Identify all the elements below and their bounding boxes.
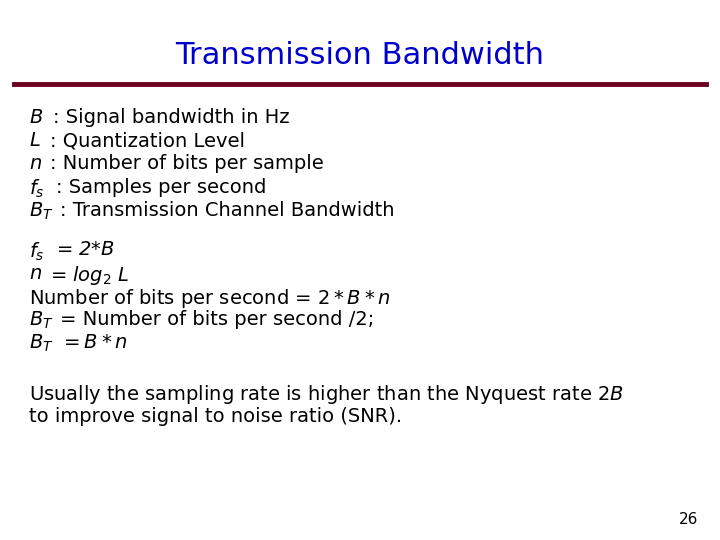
Text: $B_T$: $B_T$: [29, 310, 53, 331]
Text: $L$: $L$: [29, 131, 40, 150]
Text: $n$: $n$: [29, 154, 42, 173]
Text: = Number of bits per second /2;: = Number of bits per second /2;: [60, 310, 374, 329]
Text: Usually the sampling rate is higher than the Nyquest rate 2$B$: Usually the sampling rate is higher than…: [29, 383, 624, 407]
Text: Number of bits per second = $2*B*n$: Number of bits per second = $2*B*n$: [29, 287, 390, 310]
Text: $= B*n$: $= B*n$: [60, 333, 128, 352]
Text: $n$: $n$: [29, 264, 42, 282]
Text: $f_s$: $f_s$: [29, 178, 45, 200]
Text: 26: 26: [679, 511, 698, 526]
Text: : Samples per second: : Samples per second: [56, 178, 266, 197]
Text: $B_T$: $B_T$: [29, 201, 53, 222]
Text: to improve signal to noise ratio (SNR).: to improve signal to noise ratio (SNR).: [29, 407, 402, 426]
Text: = 2*$B$: = 2*$B$: [56, 240, 115, 259]
Text: $B_T$: $B_T$: [29, 333, 53, 354]
Text: : Signal bandwidth in Hz: : Signal bandwidth in Hz: [53, 108, 290, 127]
Text: : Quantization Level: : Quantization Level: [50, 131, 246, 150]
Text: Transmission Bandwidth: Transmission Bandwidth: [176, 40, 544, 70]
Text: : Number of bits per sample: : Number of bits per sample: [50, 154, 324, 173]
Text: : Transmission Channel Bandwidth: : Transmission Channel Bandwidth: [60, 201, 395, 220]
Text: $B$: $B$: [29, 108, 43, 127]
Text: = log$_2$ $L$: = log$_2$ $L$: [50, 264, 130, 287]
Text: $f_s$: $f_s$: [29, 240, 45, 262]
